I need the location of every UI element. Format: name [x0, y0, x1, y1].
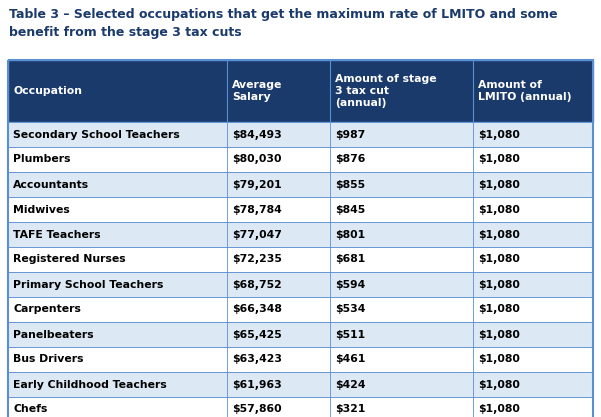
- Text: Average
Salary: Average Salary: [233, 80, 282, 102]
- Text: $681: $681: [335, 254, 365, 264]
- Text: $72,235: $72,235: [233, 254, 282, 264]
- Text: $987: $987: [335, 130, 365, 140]
- Text: Panelbeaters: Panelbeaters: [13, 329, 94, 339]
- Text: $1,080: $1,080: [478, 229, 520, 239]
- Text: $534: $534: [335, 304, 365, 314]
- Text: $79,201: $79,201: [233, 179, 282, 189]
- Text: $77,047: $77,047: [233, 229, 282, 239]
- Text: Occupation: Occupation: [13, 86, 82, 96]
- Bar: [8, 147, 593, 172]
- Text: TAFE Teachers: TAFE Teachers: [13, 229, 100, 239]
- Bar: [8, 247, 593, 272]
- Text: $876: $876: [335, 155, 365, 164]
- Text: Accountants: Accountants: [13, 179, 89, 189]
- Text: $66,348: $66,348: [233, 304, 282, 314]
- Bar: [8, 122, 593, 147]
- Text: Chefs: Chefs: [13, 404, 47, 414]
- Bar: [8, 347, 593, 372]
- Text: $594: $594: [335, 279, 365, 289]
- Bar: [8, 372, 593, 397]
- Bar: [8, 222, 593, 247]
- Text: $1,080: $1,080: [478, 204, 520, 214]
- Text: $1,080: $1,080: [478, 279, 520, 289]
- Text: $321: $321: [335, 404, 365, 414]
- Text: $1,080: $1,080: [478, 329, 520, 339]
- Text: $61,963: $61,963: [233, 379, 282, 389]
- Text: Registered Nurses: Registered Nurses: [13, 254, 126, 264]
- Text: $511: $511: [335, 329, 365, 339]
- Text: $65,425: $65,425: [233, 329, 282, 339]
- Text: $1,080: $1,080: [478, 254, 520, 264]
- Text: Bus Drivers: Bus Drivers: [13, 354, 84, 364]
- Bar: [8, 297, 593, 322]
- Text: Early Childhood Teachers: Early Childhood Teachers: [13, 379, 166, 389]
- Text: $801: $801: [335, 229, 365, 239]
- Text: $84,493: $84,493: [233, 130, 282, 140]
- Bar: [8, 172, 593, 197]
- Text: $1,080: $1,080: [478, 179, 520, 189]
- Text: $80,030: $80,030: [233, 155, 282, 164]
- Text: Midwives: Midwives: [13, 204, 70, 214]
- Text: $1,080: $1,080: [478, 155, 520, 164]
- Text: Plumbers: Plumbers: [13, 155, 70, 164]
- Text: $1,080: $1,080: [478, 304, 520, 314]
- Text: Table 3 – Selected occupations that get the maximum rate of LMITO and some: Table 3 – Selected occupations that get …: [9, 8, 558, 21]
- Text: $1,080: $1,080: [478, 379, 520, 389]
- Text: $1,080: $1,080: [478, 130, 520, 140]
- Text: benefit from the stage 3 tax cuts: benefit from the stage 3 tax cuts: [9, 26, 242, 39]
- Bar: [8, 272, 593, 297]
- Text: $855: $855: [335, 179, 365, 189]
- Text: $68,752: $68,752: [233, 279, 282, 289]
- Text: Carpenters: Carpenters: [13, 304, 81, 314]
- Text: $57,860: $57,860: [233, 404, 282, 414]
- Text: Secondary School Teachers: Secondary School Teachers: [13, 130, 180, 140]
- Bar: [8, 197, 593, 222]
- Text: Amount of stage
3 tax cut
(annual): Amount of stage 3 tax cut (annual): [335, 73, 436, 108]
- Text: $424: $424: [335, 379, 365, 389]
- Text: $63,423: $63,423: [233, 354, 282, 364]
- Bar: [8, 322, 593, 347]
- Text: Primary School Teachers: Primary School Teachers: [13, 279, 163, 289]
- Text: $1,080: $1,080: [478, 354, 520, 364]
- Text: $461: $461: [335, 354, 365, 364]
- Text: $845: $845: [335, 204, 365, 214]
- Text: $1,080: $1,080: [478, 404, 520, 414]
- Text: $78,784: $78,784: [233, 204, 282, 214]
- Text: Amount of
LMITO (annual): Amount of LMITO (annual): [478, 80, 572, 102]
- Bar: [8, 60, 593, 122]
- Bar: [8, 397, 593, 417]
